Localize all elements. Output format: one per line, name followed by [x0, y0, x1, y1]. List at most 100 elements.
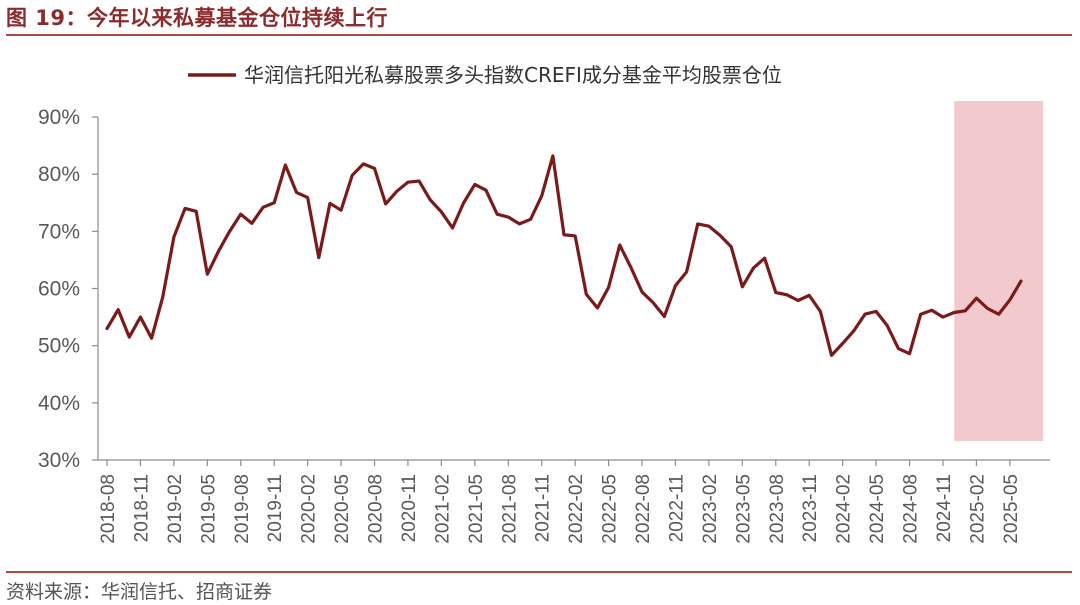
highlight-layer: [954, 101, 1044, 441]
data-point: [752, 267, 754, 269]
data-point: [830, 354, 832, 356]
data-point: [875, 310, 877, 312]
y-tick-label: 90%: [38, 106, 80, 129]
data-point: [462, 202, 464, 204]
data-point: [919, 313, 921, 315]
data-point: [217, 250, 219, 252]
data-point: [306, 196, 308, 198]
highlight-band: [954, 101, 1044, 441]
x-tick-label: 2024-08: [901, 474, 922, 544]
data-point: [719, 234, 721, 236]
data-point: [206, 273, 208, 275]
footer-rule: [6, 571, 1072, 573]
x-tick-label: 2020-08: [366, 474, 387, 544]
data-point: [886, 324, 888, 326]
data-point: [998, 313, 1000, 315]
data-point: [953, 311, 955, 313]
x-tick-label: 2019-05: [198, 474, 219, 544]
data-point: [841, 342, 843, 344]
x-tick-label: 2023-05: [733, 474, 754, 544]
x-tick-label: 2018-11: [131, 474, 152, 542]
line-chart: 华润信托阳光私募股票多头指数CREFI成分基金平均股票仓位 30% 40% 50% 6…: [38, 63, 1050, 544]
y-tick-label: 60%: [38, 278, 80, 301]
x-tick-label: 2021-02: [432, 474, 453, 544]
data-point: [362, 163, 364, 165]
x-tick-label: 2022-02: [566, 474, 587, 544]
data-point: [429, 199, 431, 201]
data-point: [775, 291, 777, 293]
data-point: [574, 235, 576, 237]
data-point: [195, 210, 197, 212]
data-point: [340, 209, 342, 211]
data-point: [931, 309, 933, 311]
figure-title: 图 19：今年以来私募基金仓位持续上行: [6, 6, 389, 30]
data-point: [162, 296, 164, 298]
data-point: [541, 195, 543, 197]
x-axis: 2018-08 2018-11 2019-02 2019-05 2019-08 2019-…: [98, 459, 1050, 544]
data-point: [685, 271, 687, 273]
y-tick-label: 80%: [38, 163, 80, 186]
x-tick-label: 2021-11: [533, 474, 554, 542]
data-point: [763, 257, 765, 259]
x-tick-label: 2023-08: [767, 474, 788, 544]
data-point: [273, 202, 275, 204]
data-point: [329, 202, 331, 204]
data-point: [384, 203, 386, 205]
x-tick-label: 2020-11: [399, 474, 420, 542]
data-point: [975, 297, 977, 299]
x-tick-label: 2024-05: [867, 474, 888, 544]
x-tick-label: 2020-05: [332, 474, 353, 544]
data-point: [853, 330, 855, 332]
data-point: [173, 236, 175, 238]
x-tick-label: 2022-05: [600, 474, 621, 544]
data-point: [373, 167, 375, 169]
data-point: [240, 213, 242, 215]
y-axis: 30% 40% 50% 60% 70% 80% 90%: [38, 106, 99, 472]
data-point: [585, 293, 587, 295]
data-point: [128, 336, 130, 338]
data-point: [663, 315, 665, 317]
data-point: [507, 216, 509, 218]
data-point: [139, 316, 141, 318]
data-point: [518, 223, 520, 225]
data-point: [106, 327, 108, 329]
x-tick-label: 2021-05: [466, 474, 487, 544]
data-point: [630, 266, 632, 268]
data-point: [351, 174, 353, 176]
series-line: [105, 154, 1023, 357]
data-point: [786, 294, 788, 296]
data-point: [552, 155, 554, 157]
data-point: [797, 299, 799, 301]
data-point: [641, 291, 643, 293]
data-point: [986, 307, 988, 309]
data-point: [117, 308, 119, 310]
data-point: [228, 230, 230, 232]
data-point: [563, 234, 565, 236]
data-point: [418, 180, 420, 182]
data-point: [819, 310, 821, 312]
x-tick-label: 2019-11: [265, 474, 286, 542]
data-point: [908, 352, 910, 354]
y-tick-label: 70%: [38, 220, 80, 243]
data-point: [251, 222, 253, 224]
data-point: [596, 307, 598, 309]
data-point: [897, 347, 899, 349]
x-tick-label: 2018-08: [98, 474, 119, 544]
data-point: [485, 189, 487, 191]
data-point: [496, 213, 498, 215]
legend: 华润信托阳光私募股票多头指数CREFI成分基金平均股票仓位: [188, 63, 782, 87]
y-tick-label: 30%: [38, 449, 80, 472]
data-point: [741, 286, 743, 288]
data-point: [674, 284, 676, 286]
data-point: [942, 316, 944, 318]
x-tick-label: 2019-02: [165, 474, 186, 544]
data-point: [652, 302, 654, 304]
data-point: [607, 286, 609, 288]
data-point: [440, 211, 442, 213]
data-point: [451, 227, 453, 229]
x-tick-label: 2025-05: [1001, 474, 1022, 544]
data-point: [1020, 280, 1022, 282]
y-tick-label: 50%: [38, 335, 80, 358]
series-layer: [105, 154, 1023, 357]
data-point: [407, 181, 409, 183]
